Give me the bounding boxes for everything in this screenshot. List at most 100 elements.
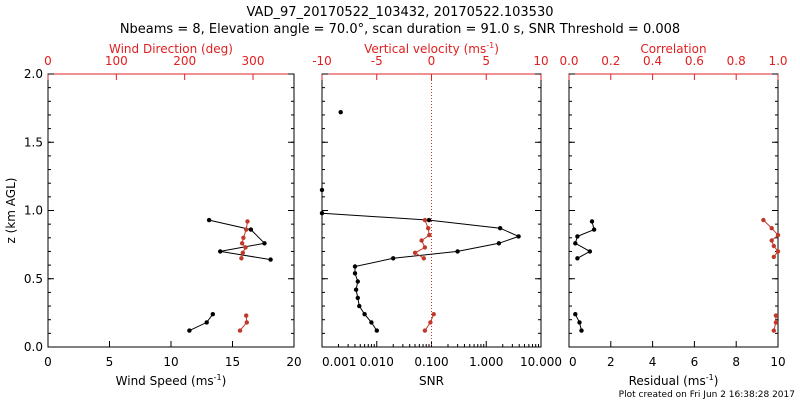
data-point-black — [338, 110, 343, 115]
data-point-black — [391, 256, 396, 261]
top-axis-label: Wind Direction (deg) — [109, 42, 233, 56]
panel-2: 0.001 0.010 0.100 1.000 10.000 -10 -5 0 5 10 SNR Ve… — [312, 41, 562, 388]
data-point-red — [769, 238, 774, 243]
plot-frame — [321, 73, 542, 348]
data-point-black — [352, 264, 358, 269]
data-point-black — [496, 241, 502, 246]
x-tick-label: 0 — [569, 355, 577, 369]
y-axis-label: z (km AGL) — [4, 178, 18, 244]
data-point-black — [573, 312, 578, 317]
data-point-black — [355, 279, 360, 284]
data-point-red — [428, 320, 433, 325]
plot-created-footer: Plot created on Fri Jun 2 16:38:28 2017 — [619, 390, 795, 400]
data-point-black — [204, 320, 209, 325]
data-point-red — [773, 320, 779, 325]
data-point-red — [431, 312, 436, 317]
data-point-red — [244, 320, 249, 325]
top-tick-label: 100 — [105, 54, 128, 68]
top-tick-label: 5 — [482, 54, 490, 68]
x-tick-label: 10 — [163, 355, 178, 369]
data-point-black — [455, 249, 460, 254]
data-point-red — [240, 250, 245, 255]
data-point-red — [243, 245, 248, 250]
data-point-red — [775, 232, 781, 238]
data-point-red — [773, 313, 779, 318]
plot-frame — [568, 73, 779, 348]
data-point-red — [237, 328, 243, 333]
x-tick-label: 5 — [106, 355, 114, 369]
x-tick-label: 10.000 — [520, 355, 562, 369]
series-line-black — [189, 313, 214, 332]
data-point-black — [589, 219, 595, 224]
y-tick-label: 1.0 — [24, 204, 43, 218]
data-point-black — [575, 256, 580, 261]
top-tick-label: 0.2 — [601, 54, 620, 68]
data-point-black — [369, 320, 374, 325]
y-tick-label: 0.5 — [24, 272, 43, 286]
figure-subtitle: Nbeams = 8, Elevation angle = 70.0°, sca… — [120, 22, 680, 37]
y-tick-label: 0.0 — [24, 340, 43, 354]
top-tick-label: -10 — [312, 54, 332, 68]
data-point-black — [319, 211, 325, 216]
data-point-black — [187, 328, 192, 333]
data-point-red — [422, 217, 428, 223]
top-tick-label: 10 — [533, 54, 548, 68]
top-tick-label: 300 — [242, 54, 265, 68]
data-point-black — [352, 271, 358, 276]
data-point-red — [427, 232, 432, 238]
data-point-black — [577, 320, 582, 325]
top-tick-label: 0 — [44, 54, 52, 68]
data-point-red — [769, 226, 774, 231]
top-tick-label: 1.0 — [768, 54, 787, 68]
x-tick-label: 4 — [649, 355, 657, 369]
data-point-black — [248, 227, 254, 232]
data-point-red — [422, 328, 428, 333]
data-point-red — [421, 256, 426, 261]
top-tick-label: 0.0 — [559, 54, 578, 68]
x-tick-label: 0.010 — [360, 355, 394, 369]
top-tick-label: 0.8 — [727, 54, 746, 68]
top-axis-label: Correlation — [640, 42, 706, 56]
x-axis-label: Residual (ms-1) — [629, 373, 719, 388]
data-point-red — [239, 241, 245, 246]
x-tick-label: 6 — [691, 355, 699, 369]
data-point-black — [573, 241, 578, 246]
x-tick-label: 15 — [225, 355, 240, 369]
y-tick-label: 2.0 — [24, 67, 43, 81]
data-point-red — [761, 217, 766, 223]
top-tick-label: 200 — [173, 54, 196, 68]
data-point-black — [374, 328, 379, 333]
data-point-red — [419, 238, 424, 243]
data-point-black — [218, 249, 223, 254]
data-point-black — [206, 217, 212, 223]
plot-frame — [47, 73, 295, 348]
data-point-black — [426, 217, 432, 223]
top-axis-label: Vertical velocity (ms-1) — [364, 41, 499, 56]
data-point-red — [775, 249, 781, 254]
y-tick-label: 1.5 — [24, 135, 43, 149]
top-tick-label: 0.6 — [685, 54, 704, 68]
data-point-black — [357, 303, 362, 309]
top-tick-label: 0 — [428, 54, 436, 68]
panel-3: 0 2 4 6 8 10 0.0 0.2 0.4 0.6 0.8 1.0 Residual (ms-1)… — [559, 42, 787, 388]
top-tick-label: -5 — [371, 54, 383, 68]
data-point-black — [355, 295, 360, 301]
data-point-black — [268, 257, 273, 262]
x-tick-label: 20 — [286, 355, 301, 369]
data-point-red — [771, 243, 776, 249]
data-point-black — [353, 287, 359, 292]
data-point-black — [516, 234, 521, 239]
x-axis-label: Wind Speed (ms-1) — [116, 373, 227, 388]
x-tick-label: 0 — [44, 355, 52, 369]
data-point-black — [362, 312, 367, 317]
series-line-black — [208, 219, 271, 261]
data-point-red — [426, 226, 431, 231]
series-line-black — [321, 212, 520, 331]
data-point-red — [239, 256, 244, 261]
x-tick-label: 1.000 — [469, 355, 503, 369]
data-point-black — [591, 227, 597, 232]
x-tick-label: 2 — [607, 355, 615, 369]
